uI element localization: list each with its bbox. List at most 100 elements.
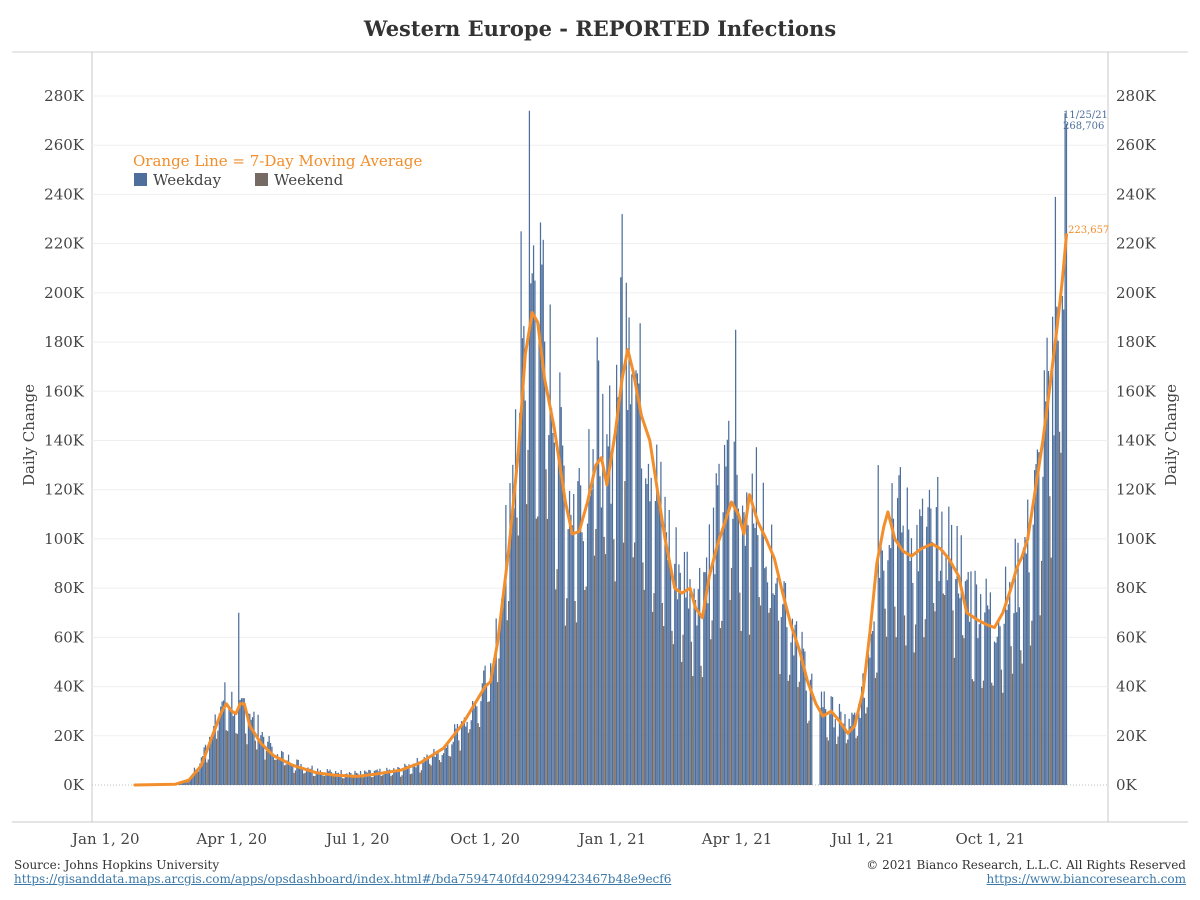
bar-weekday [512, 464, 514, 785]
bar-weekday [412, 763, 414, 785]
bar-weekday [472, 701, 474, 785]
bar-weekday [573, 494, 575, 785]
bar-weekday [737, 508, 740, 785]
bar-weekday [521, 338, 524, 785]
bar-weekend [661, 603, 663, 785]
bar-weekday [685, 597, 687, 785]
bar-weekend [992, 685, 994, 785]
y-tick-label-left: 260K [44, 136, 85, 154]
bar-weekday [834, 719, 836, 785]
bar-weekday [480, 701, 482, 785]
bar-weekday [1006, 609, 1008, 785]
bar-weekend [740, 630, 742, 785]
bar-weekday [301, 768, 304, 785]
bar-weekday [640, 468, 643, 785]
bar-weekend [1029, 645, 1032, 785]
source-text: Source: Johns Hopkins University [14, 858, 220, 872]
bar-weekend [690, 641, 692, 785]
bar-weekday [560, 407, 562, 785]
bar-weekend [836, 744, 838, 785]
bar-weekend [632, 557, 634, 785]
bar-weekday [1054, 196, 1057, 785]
bar-weekend [758, 597, 760, 785]
bar-weekday [214, 714, 216, 785]
bar-weekend [275, 759, 277, 785]
x-tick-label: Oct 1, 20 [450, 830, 520, 848]
bar-weekend [633, 542, 636, 785]
bar-weekday [329, 769, 331, 785]
bar-weekday [528, 110, 531, 785]
bar-weekday [434, 756, 436, 785]
y-tick-label-right: 120K [1116, 481, 1157, 499]
bar-weekday [330, 772, 333, 785]
bar-weekday [838, 703, 841, 785]
bar-weekday [926, 526, 928, 785]
bar-weekday [577, 481, 579, 785]
bar-weekend [924, 619, 926, 785]
bar-weekday [957, 593, 960, 785]
bars [160, 110, 1068, 786]
source-link[interactable]: https://gisanddata.maps.arcgis.com/apps/… [14, 872, 672, 886]
bar-weekday [602, 393, 604, 785]
bar-weekday [650, 477, 652, 785]
site-link[interactable]: https://www.biancoresearch.com [986, 872, 1186, 886]
bar-weekday [902, 525, 904, 785]
bar-weekday [326, 769, 328, 785]
bar-weekday [287, 754, 290, 785]
bar-weekday [931, 542, 933, 785]
bar-weekend [411, 773, 413, 785]
bar-weekend [653, 593, 655, 785]
bar-weekday [1024, 537, 1026, 785]
bar-weekend [730, 567, 733, 785]
bar-weekday [416, 757, 418, 785]
bar-weekend [546, 518, 549, 785]
bar-weekday [809, 679, 812, 785]
bar-weekend [769, 608, 771, 785]
bar-weekday [892, 518, 895, 785]
bar-weekday [258, 740, 261, 785]
moving-average-path [133, 233, 1068, 787]
bar-weekday [741, 505, 744, 785]
bar-weekend [719, 628, 722, 785]
bar-weekend [1020, 650, 1022, 785]
bar-weekday [218, 713, 220, 785]
bar-weekday [649, 501, 651, 785]
bar-weekend [420, 770, 423, 785]
bar-weekend [622, 542, 625, 785]
bar-weekday [408, 764, 410, 785]
bar-weekend [498, 658, 500, 785]
bar-weekend [516, 517, 518, 785]
bar-weekday [912, 582, 914, 785]
bar-weekday [384, 773, 387, 785]
bar-weekday [1022, 547, 1025, 785]
bar-weekend [488, 701, 490, 785]
bar-weekend [885, 636, 888, 785]
bar-weekend [206, 762, 208, 785]
bar-weekend [1058, 431, 1061, 785]
bar-weekday [631, 374, 633, 785]
bar-weekend [517, 535, 519, 785]
bar-weekend [595, 528, 597, 785]
bar-weekday [753, 523, 755, 785]
bar-weekday [1016, 612, 1018, 785]
y-tick-label-right: 100K [1116, 530, 1157, 548]
bar-weekday [771, 524, 773, 785]
y-tick-label-left: 40K [54, 678, 85, 696]
bar-weekday [955, 579, 957, 785]
bar-weekday [495, 618, 497, 785]
bar-weekday [257, 714, 259, 785]
bar-weekend [314, 776, 316, 785]
bar-weekend [905, 645, 907, 785]
bar-weekday [357, 773, 359, 785]
bar-weekday [387, 770, 389, 785]
bar-weekend [1010, 646, 1012, 785]
bar-weekday [210, 741, 212, 785]
bar-weekday [502, 589, 504, 785]
bar-weekday [791, 618, 794, 785]
y-tick-label-right: 80K [1116, 579, 1147, 597]
bar-weekend [496, 682, 499, 785]
bar-weekend [555, 589, 557, 785]
bar-weekday [998, 618, 1000, 785]
bar-weekday [883, 570, 885, 785]
